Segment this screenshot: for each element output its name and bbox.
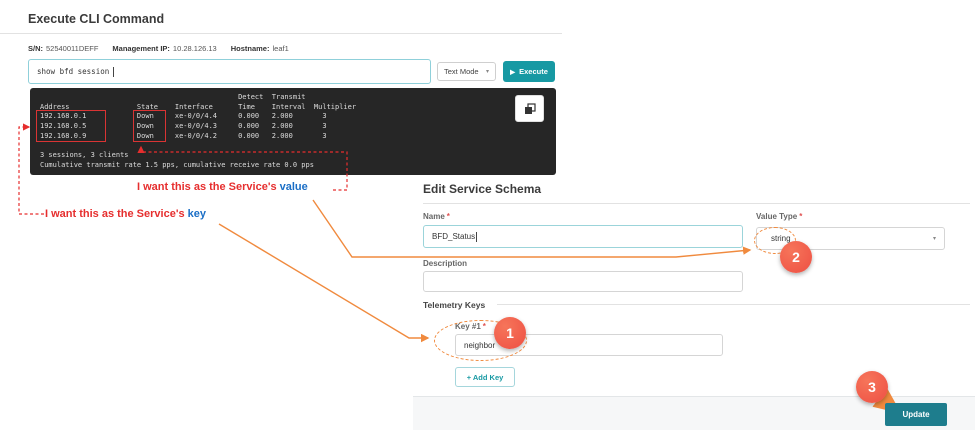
value-annotation-prefix: I want this as the Service's xyxy=(137,181,280,193)
mgmt-ip-value: 10.28.126.13 xyxy=(172,44,217,53)
hostname-label: Hostname: xyxy=(230,44,270,53)
copy-icon xyxy=(524,102,536,114)
address-column-highlight xyxy=(36,110,106,142)
key-annotation-prefix: I want this as the Service's xyxy=(45,208,188,220)
name-required-marker: * xyxy=(446,212,450,221)
value-type-highlight-ellipse xyxy=(754,227,796,254)
serial-value: 52540011DEFF xyxy=(46,44,99,53)
text-cursor xyxy=(113,66,115,77)
state-column-highlight xyxy=(133,110,166,142)
execute-button[interactable]: ▶ Execute xyxy=(503,61,555,82)
name-label-text: Name xyxy=(423,212,445,221)
schema-panel-title: Edit Service Schema xyxy=(423,182,542,196)
cli-panel-title: Execute CLI Command xyxy=(28,12,165,26)
name-label: Name * xyxy=(423,212,450,221)
device-serial: S/N: 52540011DEFF xyxy=(28,44,98,53)
name-input-value: BFD_Status xyxy=(432,232,476,241)
schema-title-divider xyxy=(423,203,970,204)
mode-select[interactable]: Text Mode ▾ xyxy=(437,62,496,81)
terminal-text: Detect Transmit Address State Interface … xyxy=(40,93,357,169)
command-text: show bfd session xyxy=(37,67,110,76)
telemetry-keys-divider xyxy=(497,304,970,305)
mgmt-ip-label: Management IP: xyxy=(112,44,170,53)
value-annotation-word: value xyxy=(279,181,308,193)
key-to-key1-connector xyxy=(218,223,430,343)
execute-button-label: Execute xyxy=(519,67,548,76)
description-label: Description xyxy=(423,259,468,268)
name-input[interactable]: BFD_Status xyxy=(423,225,743,248)
device-info-line: S/N: 52540011DEFF Management IP: 10.28.126… xyxy=(28,44,303,53)
value-type-label: Value Type * xyxy=(756,212,802,221)
hostname-value: leaf1 xyxy=(272,44,289,53)
key-annotation-word: key xyxy=(187,208,206,220)
telemetry-keys-label: Telemetry Keys xyxy=(423,300,486,310)
description-input[interactable] xyxy=(423,271,743,292)
copy-output-button[interactable] xyxy=(515,95,544,122)
step-badge-3: 3 xyxy=(856,371,888,403)
key-annotation: I want this as the Service's key xyxy=(45,208,206,220)
text-cursor xyxy=(476,231,478,242)
serial-label: S/N: xyxy=(28,44,43,53)
key1-highlight-ellipse xyxy=(434,320,527,361)
update-button[interactable]: Update xyxy=(885,403,947,426)
chevron-down-icon: ▾ xyxy=(932,236,936,242)
step-badge-1: 1 xyxy=(494,317,526,349)
device-hostname: Hostname: leaf1 xyxy=(231,44,289,53)
value-type-label-text: Value Type xyxy=(756,212,798,221)
value-annotation: I want this as the Service's value xyxy=(137,181,308,193)
add-key-button[interactable]: + Add Key xyxy=(455,367,515,387)
mode-select-value: Text Mode xyxy=(444,67,479,76)
device-mgmt-ip: Management IP: 10.28.126.13 xyxy=(112,44,216,53)
step-badge-2: 2 xyxy=(780,241,812,273)
terminal-output: Detect Transmit Address State Interface … xyxy=(30,88,556,175)
chevron-down-icon: ▾ xyxy=(485,69,489,75)
cli-title-divider xyxy=(0,33,562,34)
command-input[interactable]: show bfd session xyxy=(28,59,431,84)
play-icon: ▶ xyxy=(510,68,516,76)
value-type-required-marker: * xyxy=(799,212,803,221)
